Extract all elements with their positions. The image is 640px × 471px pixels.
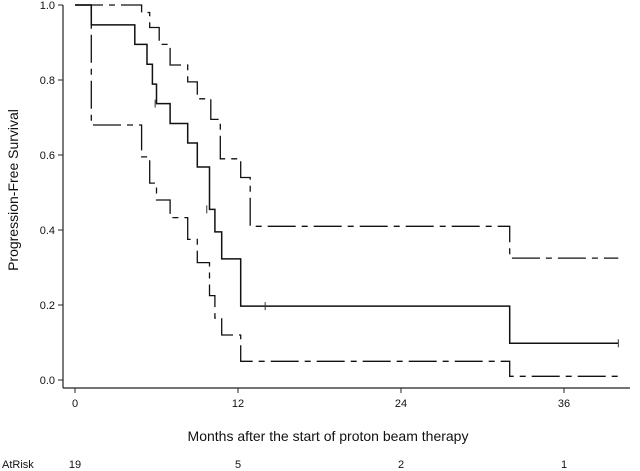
survival-curve bbox=[75, 5, 618, 343]
upper-confidence-band bbox=[75, 5, 618, 258]
y-tick-label: 0.8 bbox=[40, 75, 55, 87]
at-risk-label: AtRisk bbox=[2, 459, 34, 471]
y-tick-label: 0.4 bbox=[40, 225, 55, 237]
x-tick-label: 0 bbox=[72, 398, 78, 410]
at-risk-count: 5 bbox=[235, 459, 241, 471]
lower-confidence-band bbox=[75, 5, 618, 376]
y-tick-label: 0.2 bbox=[40, 300, 55, 312]
x-tick-label: 12 bbox=[232, 398, 244, 410]
x-axis-title: Months after the start of proton beam th… bbox=[188, 428, 469, 444]
axes bbox=[58, 5, 630, 393]
at-risk-count: 19 bbox=[69, 459, 81, 471]
y-tick-label: 1.0 bbox=[40, 0, 55, 12]
y-tick-label: 0.0 bbox=[40, 375, 55, 387]
at-risk-count: 2 bbox=[398, 459, 404, 471]
x-tick-label: 24 bbox=[395, 398, 407, 410]
y-tick-label: 0.6 bbox=[40, 150, 55, 162]
y-axis-title: Progression-Free Survival bbox=[5, 109, 21, 271]
survival-curves bbox=[75, 5, 618, 376]
x-tick-label: 36 bbox=[558, 398, 570, 410]
at-risk-count: 1 bbox=[561, 459, 567, 471]
tick-labels: 0.0 0.2 0.4 0.6 0.8 1.0 0 12 24 36 bbox=[40, 0, 570, 410]
at-risk-counts: 19 5 2 1 bbox=[69, 459, 567, 471]
